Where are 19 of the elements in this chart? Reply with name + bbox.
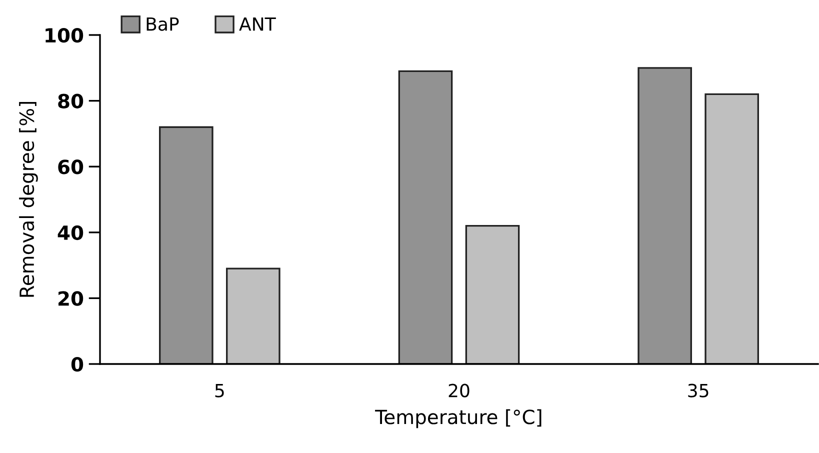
y-axis-title: Removal degree [%] <box>19 102 38 297</box>
y-tick-label: 80 <box>58 94 84 108</box>
y-tick-label: 40 <box>58 225 84 240</box>
y-tick-label: 60 <box>58 160 84 174</box>
x-axis-title: Temperature [°C] <box>375 409 542 428</box>
bar <box>159 126 214 364</box>
bar <box>226 268 280 364</box>
bar <box>465 224 520 364</box>
x-tick-label: 35 <box>688 384 708 398</box>
bar <box>704 93 759 364</box>
y-tick-label: 100 <box>46 28 84 43</box>
y-tick-label: 0 <box>71 356 84 372</box>
legend-label: ANT <box>239 17 276 31</box>
bar <box>638 67 692 364</box>
y-tick-label: 20 <box>58 291 84 306</box>
bar <box>398 70 453 364</box>
x-tick-label: 5 <box>215 384 224 398</box>
x-tick-label: 20 <box>448 384 470 398</box>
legend-label: BaP <box>146 17 179 31</box>
